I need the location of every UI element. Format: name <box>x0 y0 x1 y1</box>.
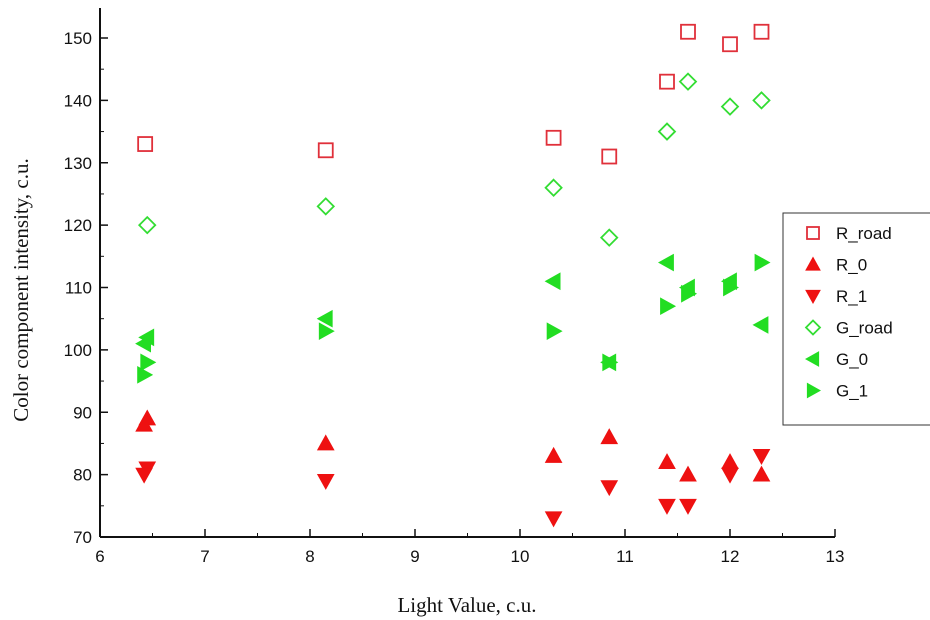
x-tick-label: 12 <box>721 547 740 566</box>
data-point <box>599 228 619 247</box>
data-point <box>316 473 335 490</box>
legend-label: G_road <box>836 319 893 338</box>
x-tick-label: 9 <box>410 547 419 566</box>
data-point <box>680 23 696 40</box>
legend: R_road R_0 R_1 G_road G_0 G_1 <box>782 212 930 426</box>
data-point <box>316 309 333 328</box>
data-point <box>658 498 676 515</box>
x-tick-label: 10 <box>511 547 530 566</box>
series-r-0 <box>135 409 771 482</box>
legend-marker <box>806 226 820 240</box>
legend-marker <box>805 289 821 305</box>
data-point <box>546 322 563 341</box>
data-point <box>754 253 771 272</box>
data-point <box>721 453 739 470</box>
series-g-0 <box>135 253 769 372</box>
series-r-road <box>137 23 770 165</box>
y-axis-title: Color component intensity, c.u. <box>9 158 33 421</box>
data-point <box>137 365 154 384</box>
legend-label: R_road <box>836 224 892 243</box>
data-point <box>752 449 771 465</box>
data-point <box>135 415 153 432</box>
x-tick-label: 13 <box>826 547 845 566</box>
legend-marker <box>804 351 820 367</box>
data-point <box>140 353 157 372</box>
data-point <box>601 148 618 165</box>
legend-marker <box>806 382 822 399</box>
y-tick-label: 130 <box>64 154 92 173</box>
data-point <box>316 197 336 216</box>
data-point <box>660 297 677 316</box>
legend-label: R_0 <box>836 256 867 275</box>
data-point <box>720 97 740 116</box>
y-tick-label: 80 <box>73 466 92 485</box>
legend-label: G_0 <box>836 350 868 369</box>
data-point <box>600 428 619 445</box>
legend-label: G_1 <box>836 382 868 401</box>
x-tick-label: 11 <box>616 547 634 566</box>
data-point <box>658 453 676 470</box>
data-point <box>721 467 739 484</box>
x-tick-label: 8 <box>305 547 314 566</box>
y-tick-label: 120 <box>64 216 92 235</box>
x-axis-title: Light Value, c.u. <box>397 593 536 617</box>
series-r-1 <box>135 449 771 528</box>
y-tick-label: 100 <box>64 341 92 360</box>
y-tick-label: 70 <box>73 528 92 547</box>
data-point <box>545 129 562 146</box>
legend-marker <box>805 256 821 271</box>
y-tick-label: 90 <box>73 403 92 422</box>
data-point <box>723 278 740 297</box>
legend-label: R_1 <box>836 287 867 306</box>
series-g-1 <box>137 253 771 384</box>
data-point <box>679 498 697 515</box>
data-point <box>544 446 563 463</box>
data-point <box>317 142 334 159</box>
data-point <box>600 480 619 497</box>
data-points <box>135 23 771 528</box>
data-point <box>316 434 335 451</box>
data-point <box>318 322 335 341</box>
axes: 6 7 8 9 10 11 12 13 70 80 90 100 110 120 130 140 150 <box>64 8 845 566</box>
data-point <box>681 284 698 303</box>
data-point <box>657 122 677 141</box>
data-point <box>679 465 697 482</box>
data-point <box>722 36 738 53</box>
data-point <box>678 72 698 91</box>
series-g-road <box>137 72 771 247</box>
data-point <box>659 73 675 90</box>
data-point <box>752 316 769 334</box>
y-tick-label: 140 <box>64 91 92 110</box>
data-point <box>544 272 561 291</box>
legend-marker <box>804 319 822 336</box>
data-point <box>544 178 563 197</box>
data-point <box>752 91 771 110</box>
data-point <box>137 136 154 152</box>
data-point <box>135 334 151 353</box>
data-point <box>753 23 770 40</box>
y-tick-label: 150 <box>64 29 92 48</box>
data-point <box>602 353 619 372</box>
data-point <box>657 253 674 272</box>
x-tick-label: 6 <box>95 547 104 566</box>
y-tick-label: 110 <box>65 279 92 298</box>
data-point <box>544 511 563 528</box>
data-point <box>137 215 157 235</box>
x-tick-label: 7 <box>200 547 209 566</box>
data-point <box>135 467 153 484</box>
data-point <box>752 465 771 482</box>
